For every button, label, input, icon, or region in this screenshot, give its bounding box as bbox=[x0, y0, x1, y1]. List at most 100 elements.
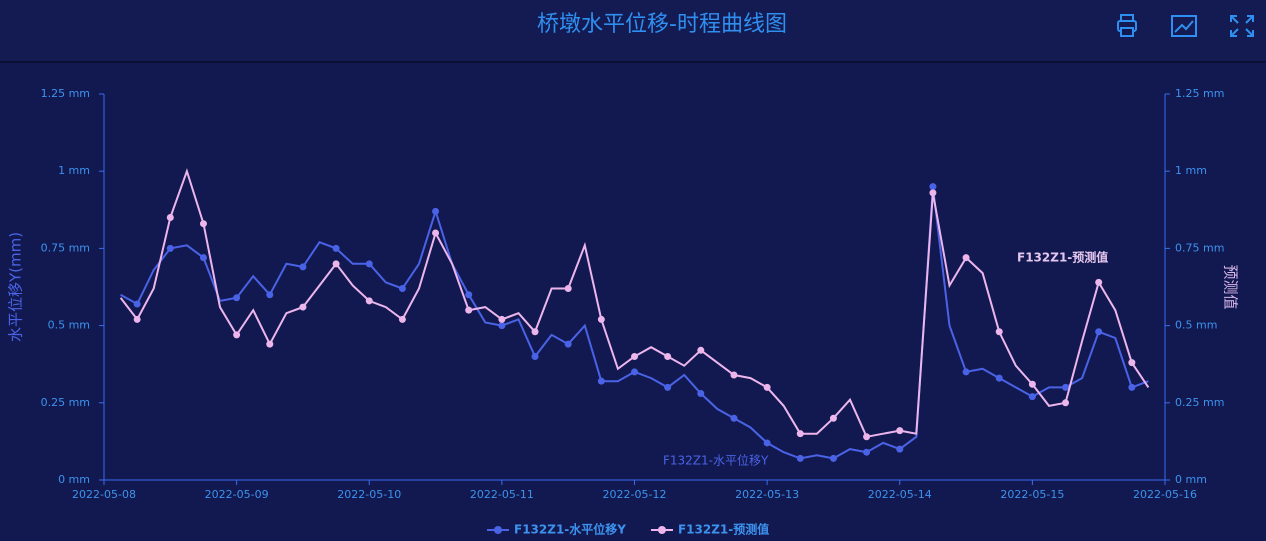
data-point bbox=[133, 300, 141, 308]
data-point bbox=[697, 346, 705, 354]
x-tick-label: 2022-05-14 bbox=[868, 488, 932, 501]
data-point bbox=[465, 306, 473, 314]
data-point bbox=[531, 352, 539, 360]
data-point bbox=[233, 331, 241, 339]
data-point bbox=[1062, 399, 1070, 407]
data-point bbox=[365, 260, 373, 268]
data-point bbox=[995, 374, 1003, 382]
header bbox=[0, 0, 1266, 62]
data-point bbox=[332, 244, 340, 252]
data-point bbox=[564, 340, 572, 348]
data-point bbox=[1095, 278, 1103, 286]
x-tick-label: 2022-05-11 bbox=[470, 488, 534, 501]
data-point bbox=[962, 254, 970, 262]
y2-tick-label: 1 mm bbox=[1175, 164, 1207, 177]
legend-item[interactable]: F132Z1-水平位移Y bbox=[487, 522, 626, 537]
data-point bbox=[597, 377, 605, 385]
fullscreen-icon[interactable] bbox=[1230, 15, 1254, 37]
data-point bbox=[432, 207, 440, 215]
x-tick-label: 2022-05-10 bbox=[337, 488, 401, 501]
data-point bbox=[1128, 359, 1136, 367]
data-point bbox=[1028, 380, 1036, 388]
data-point bbox=[233, 294, 241, 302]
legend-label: F132Z1-水平位移Y bbox=[514, 522, 626, 537]
data-point bbox=[564, 285, 572, 293]
data-point bbox=[929, 189, 937, 197]
data-point bbox=[365, 297, 373, 305]
series-line bbox=[119, 168, 1150, 438]
series-line bbox=[120, 186, 1149, 460]
data-point bbox=[299, 263, 307, 271]
y2-tick-label: 0.25 mm bbox=[1175, 396, 1224, 409]
data-point bbox=[730, 371, 738, 379]
y-tick-label: 0.75 mm bbox=[41, 241, 90, 254]
data-point bbox=[1028, 393, 1036, 401]
data-point bbox=[796, 430, 804, 438]
data-point bbox=[498, 315, 506, 323]
legend-item[interactable]: F132Z1-预测值 bbox=[650, 522, 769, 537]
data-point bbox=[597, 315, 605, 323]
print-icon[interactable] bbox=[1117, 14, 1137, 37]
data-point bbox=[166, 244, 174, 252]
x-tick-label: 2022-05-08 bbox=[72, 488, 136, 501]
data-point bbox=[299, 303, 307, 311]
legend-label: F132Z1-预测值 bbox=[678, 522, 769, 537]
data-point bbox=[199, 220, 207, 228]
x-tick-label: 2022-05-09 bbox=[205, 488, 269, 501]
data-point bbox=[432, 229, 440, 237]
x-tick-label: 2022-05-12 bbox=[603, 488, 667, 501]
y-tick-label: 1.25 mm bbox=[41, 87, 90, 100]
data-point bbox=[763, 439, 771, 447]
y-tick-label: 0.25 mm bbox=[41, 396, 90, 409]
y2-axis-title: 预测值 bbox=[1222, 264, 1240, 309]
series-end-label: F132Z1-预测值 bbox=[1017, 250, 1108, 265]
data-point bbox=[763, 383, 771, 391]
data-point bbox=[995, 328, 1003, 336]
data-point bbox=[465, 291, 473, 299]
data-point bbox=[199, 254, 207, 262]
data-point bbox=[730, 414, 738, 422]
data-point bbox=[531, 328, 539, 336]
y2-tick-label: 1.25 mm bbox=[1175, 87, 1224, 100]
y-tick-label: 1 mm bbox=[58, 164, 90, 177]
data-point bbox=[133, 315, 141, 323]
data-point bbox=[631, 368, 638, 376]
x-tick-label: 2022-05-15 bbox=[1000, 488, 1064, 501]
data-point bbox=[498, 322, 506, 330]
data-point bbox=[1062, 383, 1070, 391]
legend-dot bbox=[494, 526, 502, 534]
y-tick-label: 0.5 mm bbox=[48, 319, 90, 332]
data-point bbox=[398, 285, 406, 293]
data-point bbox=[664, 352, 672, 360]
data-point bbox=[697, 390, 705, 398]
y2-tick-label: 0.75 mm bbox=[1175, 241, 1224, 254]
data-point bbox=[664, 383, 672, 391]
data-point bbox=[863, 448, 871, 456]
data-point bbox=[266, 340, 274, 348]
data-point bbox=[896, 427, 904, 435]
data-point bbox=[896, 445, 904, 453]
x-tick-label: 2022-05-13 bbox=[735, 488, 799, 501]
data-point bbox=[1128, 383, 1136, 391]
y2-tick-label: 0 mm bbox=[1175, 473, 1207, 486]
save-image-icon[interactable] bbox=[1171, 15, 1197, 37]
series-end-label: F132Z1-水平位移Y bbox=[663, 453, 769, 468]
y2-tick-label: 0.5 mm bbox=[1175, 319, 1217, 332]
data-point bbox=[1095, 328, 1103, 336]
legend-dot bbox=[657, 526, 666, 534]
data-point bbox=[962, 368, 970, 376]
data-point bbox=[266, 291, 274, 299]
data-point bbox=[398, 315, 406, 323]
chart-title: 桥墩水平位移-时程曲线图 bbox=[537, 12, 787, 37]
data-point bbox=[631, 352, 638, 360]
data-point bbox=[929, 183, 937, 191]
data-point bbox=[796, 454, 804, 462]
x-tick-label: 2022-05-16 bbox=[1133, 488, 1197, 501]
y-tick-label: 0 mm bbox=[58, 473, 90, 486]
data-point bbox=[332, 260, 340, 268]
data-point bbox=[166, 214, 174, 222]
y-axis-title: 水平位移Y(mm) bbox=[7, 232, 25, 342]
data-point bbox=[829, 414, 837, 422]
